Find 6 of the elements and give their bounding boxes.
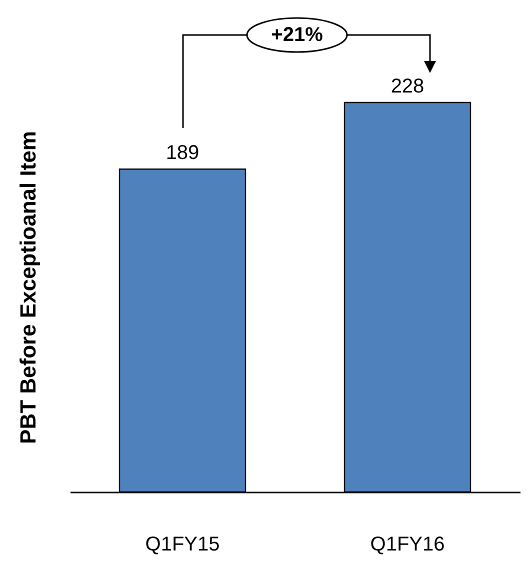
text: +21% (247, 20, 347, 50)
x-tick-label: Q1FY16 (370, 534, 445, 556)
x-tick-label: Q1FY15 (145, 534, 220, 556)
data-label: 228 (390, 76, 424, 98)
data-label: 189 (166, 142, 200, 164)
y-axis-title: PBT Before Exceptioanal Item (16, 131, 40, 444)
